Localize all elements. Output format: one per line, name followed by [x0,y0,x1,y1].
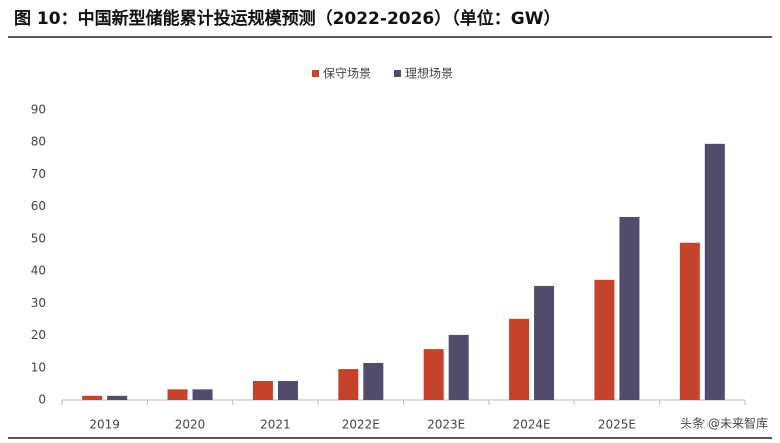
bar [704,143,725,401]
x-tick-label: 2026E [683,418,721,432]
x-tick-label: 2019 [89,418,120,432]
y-tick-label: 40 [31,264,46,278]
bar [448,334,469,400]
bar [509,318,530,400]
legend-label: 理想场景 [405,66,453,81]
y-tick-label: 60 [31,199,46,213]
bar [619,216,640,400]
y-tick-label: 50 [31,231,46,245]
x-tick-label: 2021 [260,418,291,432]
y-tick-label: 70 [31,167,46,181]
x-tick-label: 2022E [342,418,380,432]
bar [192,389,213,400]
bar [423,349,444,400]
y-tick-label: 30 [31,296,46,310]
chart-title: 图 10：中国新型储能累计投运规模预测（2022-2026）（单位：GW） [14,8,560,29]
legend-swatch [312,70,319,77]
bar [534,285,555,400]
y-tick-label: 10 [31,360,46,374]
bar [107,395,128,400]
bar [338,369,359,400]
y-tick-label: 90 [31,103,46,117]
x-tick-label: 2020 [175,418,206,432]
x-tick-label: 2023E [427,418,465,432]
bar [252,380,273,400]
x-tick-label: 2024E [513,418,551,432]
bar [363,362,384,400]
y-tick-label: 80 [31,135,46,149]
legend-label: 保守场景 [323,67,371,81]
bar [82,395,103,400]
bar [277,380,298,400]
bar [679,242,700,400]
legend-swatch [394,70,401,77]
x-tick-label: 2025E [598,418,636,432]
bar [594,279,615,400]
y-tick-label: 20 [31,328,46,342]
bar [167,389,188,400]
watermark: 头条 @未来智库 [680,416,768,431]
y-tick-label: 0 [38,393,46,407]
